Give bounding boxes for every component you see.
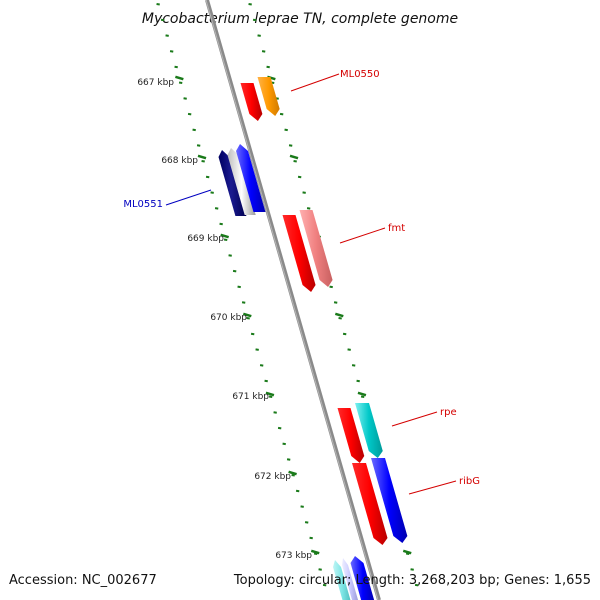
gene-features <box>219 77 408 600</box>
reverse-track-minor-tick <box>242 302 245 303</box>
reverse-tick-track <box>157 4 327 585</box>
reverse-track-minor-tick <box>278 428 281 429</box>
gene-label-ml0550[interactable]: ML0550 <box>340 69 380 80</box>
reverse-track-minor-tick <box>265 381 268 382</box>
forward-track-minor-tick <box>348 349 351 350</box>
reverse-track-minor-tick <box>206 177 209 178</box>
topology-text: Topology: circular; Length: 3,268,203 bp… <box>234 573 591 588</box>
tick-label-671kbp: 671 kbp <box>232 392 269 402</box>
reverse-track-minor-tick <box>283 444 286 445</box>
reverse-track-minor-tick <box>292 475 295 476</box>
reverse-track-minor-tick <box>310 538 313 539</box>
forward-track-minor-tick <box>298 177 301 178</box>
tick-label-669kbp: 669 kbp <box>187 234 224 244</box>
reverse-track-minor-tick <box>211 192 214 193</box>
forward-track-minor-tick <box>352 365 355 366</box>
genome-map-view: Mycobacterium leprae TN, complete genome… <box>0 0 600 600</box>
reverse-track-minor-tick <box>301 506 304 507</box>
map-title: Mycobacterium leprae TN, complete genome <box>142 11 458 27</box>
reverse-track-minor-tick <box>170 51 173 52</box>
forward-track-major-tick <box>290 156 298 158</box>
gene-label-ribg[interactable]: ribG <box>459 476 480 487</box>
reverse-track-minor-tick <box>229 255 232 256</box>
reverse-track-minor-tick <box>296 491 299 492</box>
gene-feature-red-1[interactable] <box>241 83 263 121</box>
accession-text: Accession: NC_002677 <box>9 573 157 588</box>
forward-track-minor-tick <box>330 287 333 288</box>
reverse-track-minor-tick <box>157 4 160 5</box>
forward-track-minor-tick <box>267 67 270 68</box>
forward-track-minor-tick <box>339 318 342 319</box>
tick-label-667kbp: 667 kbp <box>137 78 174 88</box>
genome-map-canvas: Mycobacterium leprae TN, complete genome… <box>0 0 600 600</box>
forward-track-minor-tick <box>343 334 346 335</box>
backbone-highlight <box>206 0 378 600</box>
leader-fmt <box>340 228 385 243</box>
reverse-track-minor-tick <box>269 397 272 398</box>
reverse-track-minor-tick <box>220 224 223 225</box>
reverse-track-minor-tick <box>233 271 236 272</box>
reverse-track-minor-tick <box>256 349 259 350</box>
forward-track-minor-tick <box>249 4 252 5</box>
gene-label-rpe[interactable]: rpe <box>440 407 457 418</box>
reverse-track-minor-tick <box>175 67 178 68</box>
reverse-track-minor-tick <box>166 35 169 36</box>
reverse-track-major-tick <box>175 77 183 79</box>
gene-label-ml0551[interactable]: ML0551 <box>123 199 163 210</box>
reverse-track-minor-tick <box>238 287 241 288</box>
reverse-track-minor-tick <box>224 240 227 241</box>
forward-track-minor-tick <box>334 302 337 303</box>
reverse-track-minor-tick <box>188 114 191 115</box>
reverse-track-minor-tick <box>197 145 200 146</box>
reverse-track-minor-tick <box>251 334 254 335</box>
leader-ml0550 <box>291 74 339 91</box>
reverse-track-minor-tick <box>260 365 263 366</box>
reverse-track-minor-tick <box>287 459 290 460</box>
reverse-track-minor-tick <box>202 161 205 162</box>
reverse-track-minor-tick <box>319 569 322 570</box>
forward-track-minor-tick <box>361 397 364 398</box>
forward-track-minor-tick <box>303 192 306 193</box>
leader-rpe <box>392 412 437 426</box>
reverse-track-minor-tick <box>215 208 218 209</box>
reverse-track-minor-tick <box>247 318 250 319</box>
gene-label-fmt[interactable]: fmt <box>388 223 405 234</box>
reverse-track-minor-tick <box>184 98 187 99</box>
forward-track-minor-tick <box>289 145 292 146</box>
tick-label-670kbp: 670 kbp <box>210 313 247 323</box>
forward-track-minor-tick <box>280 114 283 115</box>
reverse-track-minor-tick <box>305 522 308 523</box>
tick-label-672kbp: 672 kbp <box>254 472 291 482</box>
reverse-track-minor-tick <box>193 130 196 131</box>
reverse-track-major-tick <box>198 156 206 158</box>
reverse-track-minor-tick <box>161 20 164 21</box>
forward-track-major-tick <box>403 551 411 553</box>
reverse-track-minor-tick <box>274 412 277 413</box>
tick-label-673kbp: 673 kbp <box>275 551 312 561</box>
tick-label-668kbp: 668 kbp <box>161 156 198 166</box>
forward-track-minor-tick <box>411 569 414 570</box>
forward-track-minor-tick <box>253 20 256 21</box>
forward-track-minor-tick <box>294 161 297 162</box>
forward-track-minor-tick <box>307 208 310 209</box>
forward-track-minor-tick <box>357 381 360 382</box>
forward-track-major-tick <box>358 393 366 395</box>
reverse-track-minor-tick <box>179 83 182 84</box>
leader-ml0551 <box>166 190 211 205</box>
reverse-track-major-tick <box>311 551 319 553</box>
forward-track-major-tick <box>335 314 343 316</box>
leader-ribg <box>409 481 456 494</box>
forward-track-minor-tick <box>262 51 265 52</box>
forward-track-minor-tick <box>258 35 261 36</box>
forward-track-minor-tick <box>285 130 288 131</box>
